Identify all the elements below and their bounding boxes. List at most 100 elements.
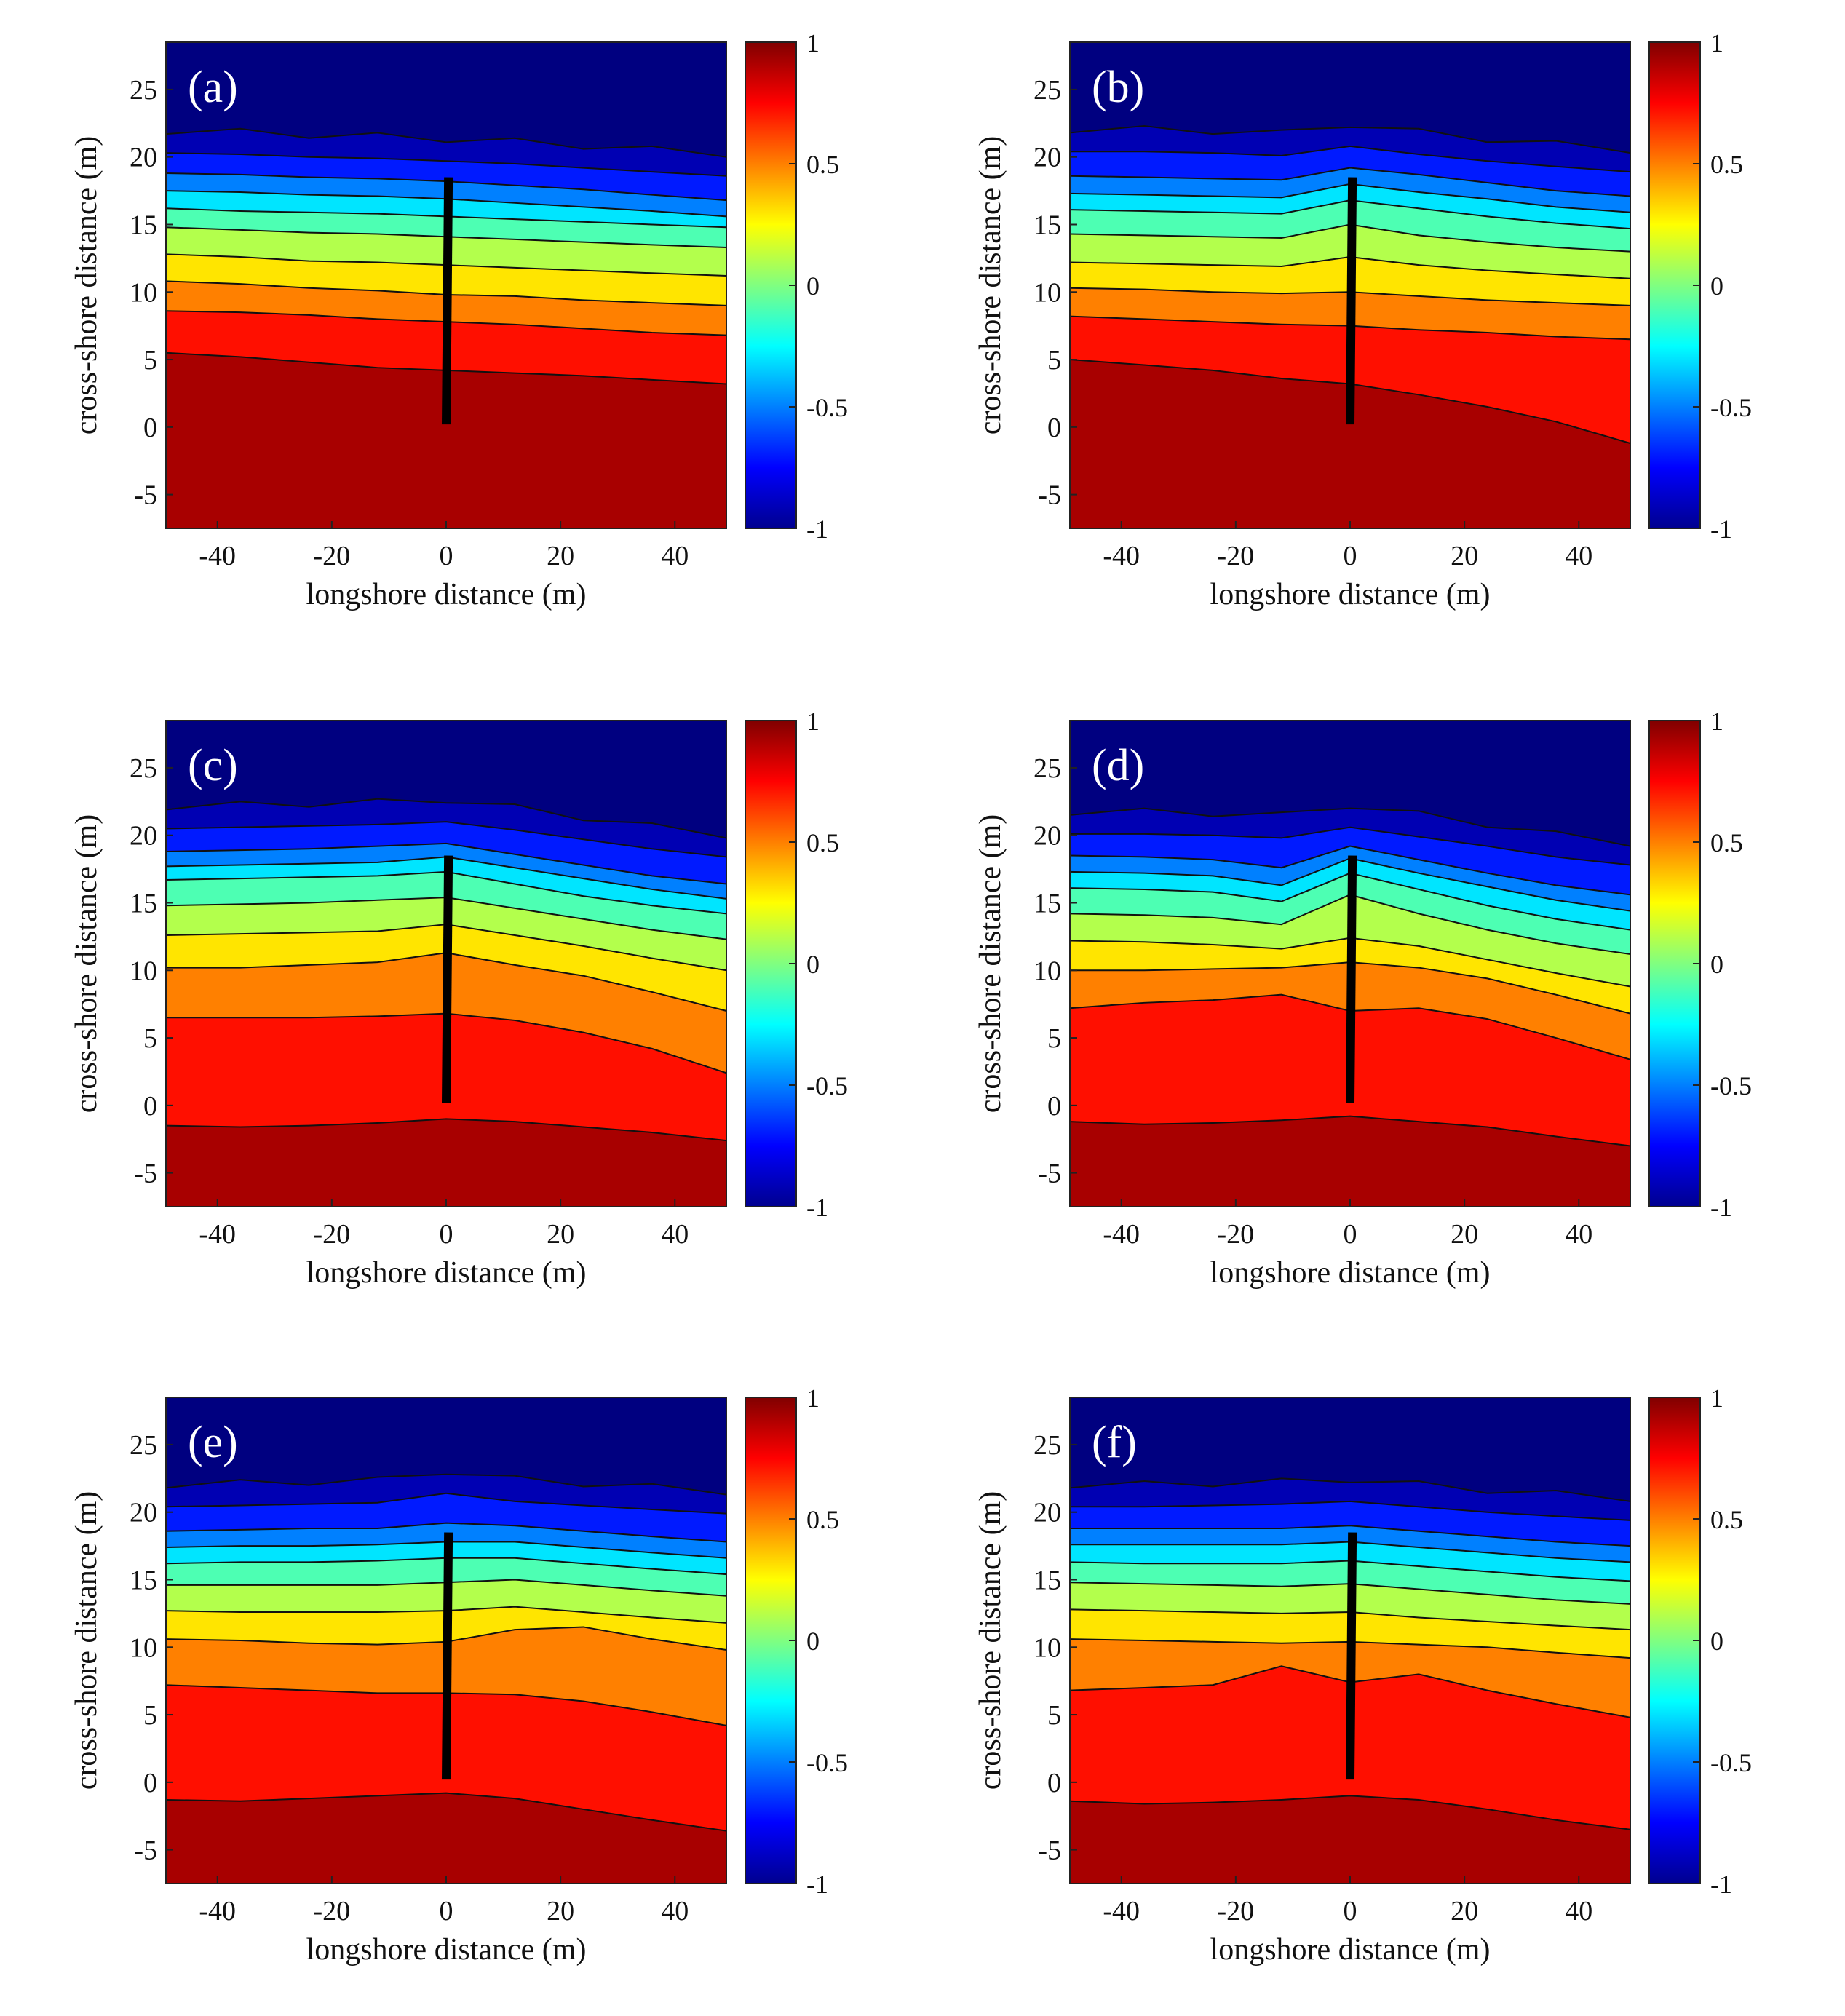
panel-label: (b) bbox=[1092, 63, 1144, 112]
colorbar-tick-label: -0.5 bbox=[1710, 1748, 1752, 1777]
colorbar-tick-label: -1 bbox=[1710, 1870, 1732, 1899]
colorbar-tick-label: -1 bbox=[806, 1870, 828, 1899]
colorbar-tick-label: 0 bbox=[806, 950, 820, 979]
contour-band-top bbox=[166, 1397, 726, 1496]
y-tick-label: 20 bbox=[130, 1498, 157, 1528]
colorbar-tick-label: -1 bbox=[806, 1193, 828, 1222]
x-tick-label: 40 bbox=[661, 1896, 689, 1926]
y-tick-label: 5 bbox=[1047, 1700, 1061, 1731]
groyne-structure bbox=[442, 1532, 453, 1780]
colorbar-tick-label: 1 bbox=[1710, 1384, 1723, 1413]
contour-band-top bbox=[166, 721, 726, 839]
colorbar-tick-label: 0.5 bbox=[806, 1505, 839, 1534]
colorbar-tick-label: -1 bbox=[806, 515, 828, 544]
groyne-structure bbox=[1346, 1532, 1357, 1780]
x-tick-label: -20 bbox=[1218, 1219, 1255, 1250]
x-tick-label: 20 bbox=[547, 1896, 574, 1926]
colorbar-tick-label: 0 bbox=[806, 1627, 820, 1656]
colorbar-tick-label: 1 bbox=[806, 28, 820, 57]
y-tick-label: 5 bbox=[143, 345, 157, 376]
contour-plot-area bbox=[166, 42, 726, 528]
x-tick-label: -20 bbox=[1218, 541, 1255, 571]
y-tick-label: 0 bbox=[1047, 1768, 1061, 1798]
panel-label: (f) bbox=[1092, 1418, 1137, 1467]
contour-plot-area bbox=[1070, 1397, 1630, 1884]
x-tick-label: -40 bbox=[199, 1219, 236, 1250]
y-tick-label: -5 bbox=[1038, 1836, 1061, 1866]
x-tick-label: 0 bbox=[1344, 1896, 1357, 1926]
y-tick-label: 25 bbox=[130, 753, 157, 784]
colorbar bbox=[1648, 720, 1701, 1207]
y-tick-label: 25 bbox=[130, 75, 157, 106]
x-tick-label: 0 bbox=[1344, 1219, 1357, 1250]
contour-band-top bbox=[166, 42, 726, 158]
y-tick-label: 20 bbox=[1033, 1498, 1061, 1528]
y-axis-label: cross-shore distance (m) bbox=[70, 814, 103, 1114]
y-tick-label: 10 bbox=[1033, 1632, 1061, 1663]
x-tick-label: -20 bbox=[1218, 1896, 1255, 1926]
panel-label: (c) bbox=[188, 741, 238, 790]
x-tick-label: 0 bbox=[1344, 541, 1357, 571]
y-tick-label: 10 bbox=[130, 956, 157, 986]
y-tick-label: -5 bbox=[134, 1836, 157, 1866]
x-axis-label: longshore distance (m) bbox=[1210, 1256, 1491, 1290]
panel-label: (d) bbox=[1092, 741, 1144, 790]
y-axis-label: cross-shore distance (m) bbox=[974, 1491, 1007, 1790]
x-tick-label: 40 bbox=[1565, 1219, 1592, 1250]
groyne-structure bbox=[442, 177, 453, 425]
colorbar-tick-label: -1 bbox=[1710, 515, 1732, 544]
x-tick-label: 20 bbox=[547, 1219, 574, 1250]
x-tick-label: 40 bbox=[661, 1219, 689, 1250]
x-axis-label: longshore distance (m) bbox=[306, 1933, 587, 1967]
y-tick-label: 25 bbox=[1033, 1430, 1061, 1461]
colorbar bbox=[745, 41, 797, 529]
x-tick-label: 20 bbox=[547, 541, 574, 571]
x-tick-label: 20 bbox=[1451, 1896, 1478, 1926]
x-tick-label: -20 bbox=[314, 1219, 351, 1250]
colorbar-tick-label: 1 bbox=[806, 1384, 820, 1413]
y-tick-label: 20 bbox=[1033, 143, 1061, 173]
x-tick-label: 0 bbox=[440, 1219, 453, 1250]
y-tick-label: 5 bbox=[143, 1700, 157, 1731]
y-tick-label: 0 bbox=[143, 413, 157, 443]
y-tick-label: 10 bbox=[1033, 956, 1061, 986]
colorbar-tick-label: -1 bbox=[1710, 1193, 1732, 1222]
groyne-structure bbox=[1346, 177, 1357, 425]
y-tick-label: 0 bbox=[143, 1091, 157, 1122]
x-tick-label: 40 bbox=[1565, 541, 1592, 571]
contour-band-top bbox=[1070, 42, 1630, 154]
contour-plot-area bbox=[1070, 721, 1630, 1207]
colorbar-tick-label: 0 bbox=[1710, 271, 1723, 301]
colorbar bbox=[1648, 1397, 1701, 1884]
colorbar-tick-label: 1 bbox=[1710, 707, 1723, 736]
panel-label: (a) bbox=[188, 63, 238, 112]
colorbar-tick-label: -0.5 bbox=[1710, 393, 1752, 422]
y-tick-label: 0 bbox=[143, 1768, 157, 1798]
y-tick-label: 15 bbox=[1033, 210, 1061, 241]
y-tick-label: 0 bbox=[1047, 1091, 1061, 1122]
x-axis-label: longshore distance (m) bbox=[306, 578, 587, 611]
x-tick-label: -40 bbox=[199, 541, 236, 571]
colorbar-tick-label: 1 bbox=[806, 707, 820, 736]
x-tick-label: 0 bbox=[440, 1896, 453, 1926]
y-tick-label: 0 bbox=[1047, 413, 1061, 443]
y-tick-label: 10 bbox=[1033, 277, 1061, 308]
colorbar-tick-label: 0.5 bbox=[1710, 150, 1743, 179]
x-tick-label: -40 bbox=[199, 1896, 236, 1926]
contour-plot-area bbox=[166, 721, 726, 1207]
contour-plot-area bbox=[1070, 42, 1630, 528]
y-tick-label: 5 bbox=[1047, 345, 1061, 376]
colorbar bbox=[1648, 41, 1701, 529]
colorbar-tick-label: -0.5 bbox=[1710, 1071, 1752, 1100]
y-tick-label: 10 bbox=[130, 277, 157, 308]
y-tick-label: -5 bbox=[1038, 1159, 1061, 1189]
y-tick-label: 20 bbox=[130, 143, 157, 173]
y-tick-label: -5 bbox=[134, 1159, 157, 1189]
colorbar-tick-label: 1 bbox=[1710, 28, 1723, 57]
x-axis-label: longshore distance (m) bbox=[1210, 578, 1491, 611]
